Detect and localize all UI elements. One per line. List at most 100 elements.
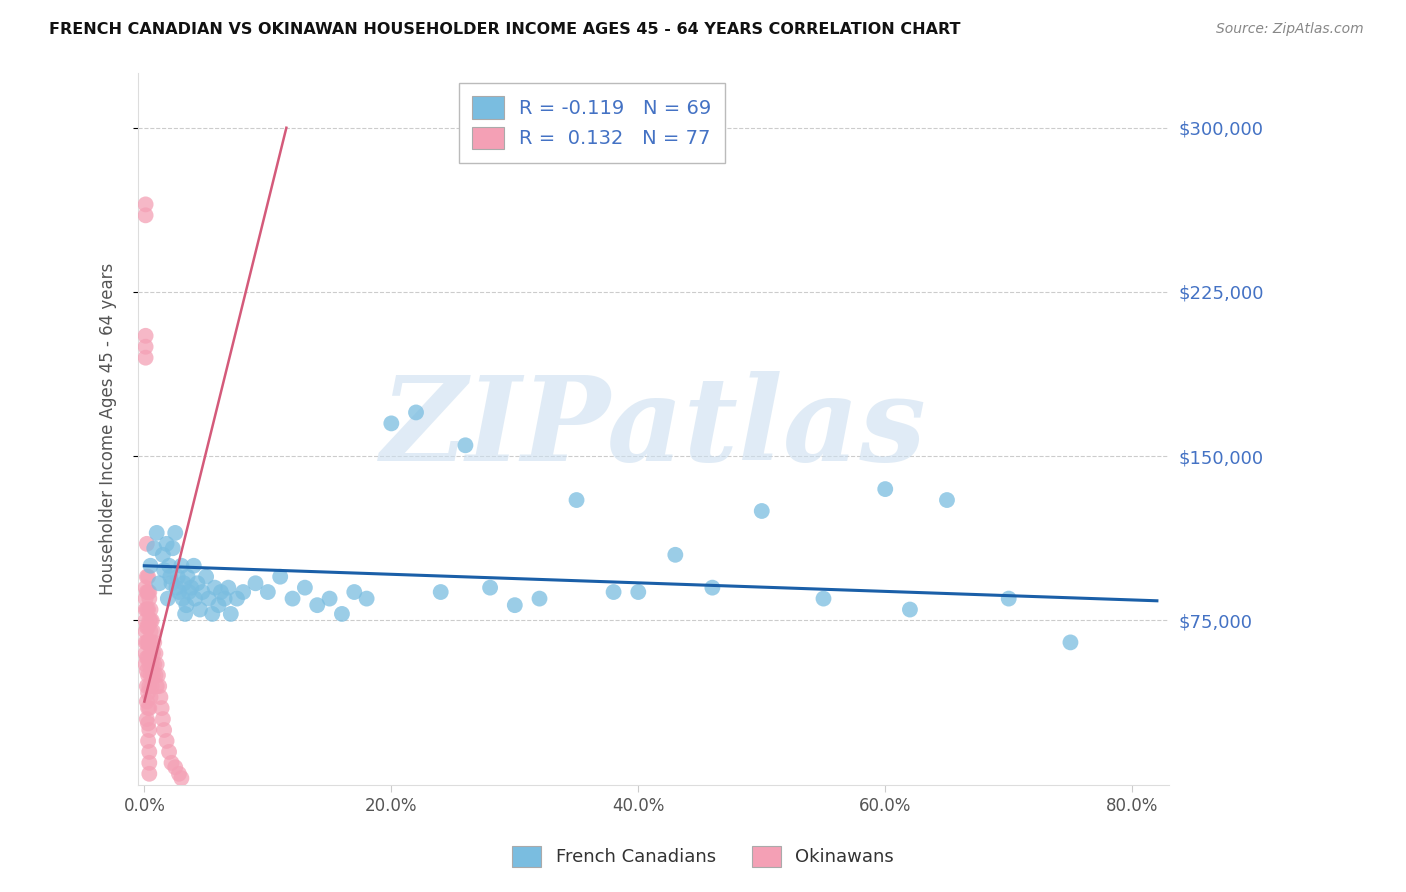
Point (343, 585, 366, 599)
Point (138, 679, 160, 693)
Point (156, 591, 179, 606)
Point (188, 602, 211, 616)
Point (138, 745, 160, 759)
Point (135, 197, 157, 211)
Point (138, 657, 160, 672)
Point (136, 650, 159, 665)
Point (165, 525, 187, 540)
Point (936, 493, 959, 508)
Point (150, 701, 173, 715)
Point (135, 657, 157, 672)
Point (157, 745, 180, 759)
Point (142, 646, 165, 660)
Point (153, 563, 176, 577)
Point (136, 686, 159, 700)
Point (135, 208, 157, 222)
Point (172, 591, 194, 606)
Point (269, 570, 291, 584)
Legend: R = -0.119   N = 69, R =  0.132   N = 77: R = -0.119 N = 69, R = 0.132 N = 77 (458, 83, 725, 162)
Point (135, 537, 157, 551)
Point (141, 614, 163, 628)
Point (219, 607, 242, 621)
Point (148, 576, 170, 591)
Point (135, 664, 157, 678)
Point (176, 570, 198, 584)
Point (162, 541, 184, 556)
Point (160, 576, 183, 591)
Point (155, 537, 177, 551)
Point (201, 607, 224, 621)
Text: FRENCH CANADIAN VS OKINAWAN HOUSEHOLDER INCOME AGES 45 - 64 YEARS CORRELATION CH: FRENCH CANADIAN VS OKINAWAN HOUSEHOLDER … (49, 22, 960, 37)
Point (217, 581, 239, 595)
Point (139, 668, 162, 682)
Point (226, 591, 249, 606)
Point (135, 581, 157, 595)
Point (875, 482, 897, 496)
Point (141, 657, 163, 672)
Point (405, 405, 427, 419)
Point (136, 635, 159, 649)
Point (142, 668, 165, 682)
Point (153, 723, 176, 737)
Point (135, 624, 157, 639)
Point (143, 635, 166, 649)
Point (135, 679, 157, 693)
Point (307, 598, 329, 612)
Point (157, 558, 180, 573)
Point (173, 576, 195, 591)
Point (479, 581, 502, 595)
Point (209, 585, 232, 599)
Point (138, 614, 160, 628)
Point (232, 585, 254, 599)
Point (135, 635, 157, 649)
Point (149, 690, 172, 705)
Point (197, 591, 219, 606)
Point (136, 716, 159, 731)
Text: Source: ZipAtlas.com: Source: ZipAtlas.com (1216, 22, 1364, 37)
Point (186, 576, 208, 591)
Point (429, 585, 451, 599)
Point (152, 712, 174, 726)
Point (142, 624, 165, 639)
Point (167, 766, 190, 780)
Point (135, 570, 157, 584)
Y-axis label: Householder Income Ages 45 - 64 years: Householder Income Ages 45 - 64 years (100, 263, 117, 595)
Point (138, 766, 160, 780)
Point (294, 581, 316, 595)
Point (135, 614, 157, 628)
Point (751, 504, 773, 518)
Point (136, 570, 159, 584)
Legend: French Canadians, Okinawans: French Canadians, Okinawans (505, 838, 901, 874)
Point (184, 591, 207, 606)
Point (145, 525, 167, 540)
Point (183, 558, 205, 573)
Point (148, 679, 170, 693)
Point (139, 624, 162, 639)
Point (214, 591, 236, 606)
Point (195, 570, 218, 584)
Point (813, 591, 835, 606)
Point (160, 756, 183, 770)
Point (159, 570, 181, 584)
Point (503, 598, 526, 612)
Point (136, 668, 159, 682)
Point (176, 598, 198, 612)
Point (191, 585, 214, 599)
Point (174, 607, 197, 621)
Point (138, 591, 160, 606)
Point (145, 679, 167, 693)
Point (135, 712, 157, 726)
Point (180, 581, 202, 595)
Text: ZIPatlas: ZIPatlas (381, 371, 927, 486)
Point (898, 602, 921, 616)
Point (138, 701, 160, 715)
Point (145, 668, 167, 682)
Point (139, 614, 162, 628)
Point (165, 760, 187, 774)
Point (136, 734, 159, 748)
Point (135, 585, 157, 599)
Point (166, 570, 188, 584)
Point (139, 602, 162, 616)
Point (602, 585, 624, 599)
Point (330, 607, 353, 621)
